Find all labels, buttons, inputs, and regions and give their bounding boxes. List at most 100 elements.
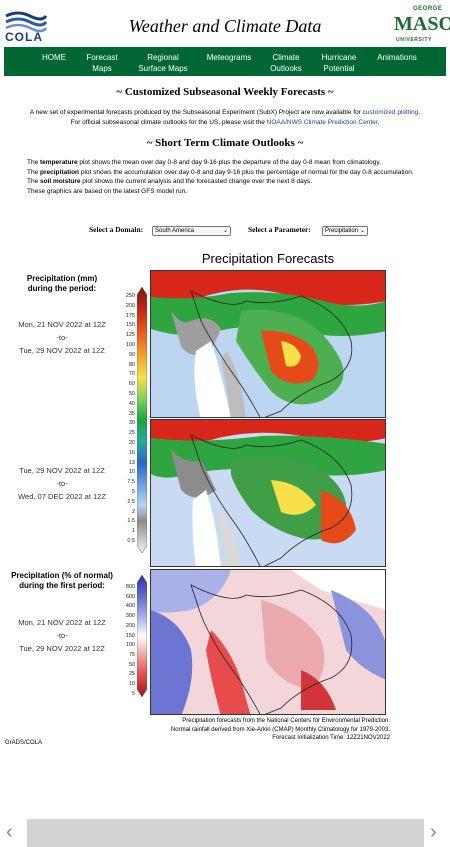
site-title: Weather and Climate Data — [128, 16, 322, 36]
desc-p1-post: plot shows the mean over day 0-8 and day… — [77, 159, 381, 166]
precip-pct-label-line2: during the first period: — [19, 581, 105, 590]
period-2-label: Tue, 29 NOV 2022 at 12Z -to- Wed, 07 DEC… — [0, 464, 124, 503]
period-2-to: -to- — [56, 479, 68, 488]
period-3-end: Tue, 29 NOV 2022 at 12Z — [19, 644, 105, 653]
period-3-label: Mon, 21 NOV 2022 at 12Z -to- Tue, 29 NOV… — [0, 616, 124, 655]
precip-mm-tick-label: 80 — [128, 361, 135, 368]
precip-mm-tick-label: 40 — [128, 400, 135, 407]
nav-forecast-maps[interactable]: Forecast Maps — [82, 52, 122, 74]
precip-mm-colorbar — [137, 287, 147, 553]
parameter-select-value: Precipitation — [325, 228, 359, 234]
nav-climate-line1: Climate — [272, 53, 300, 62]
desc-gfs: These graphics are based on the latest G… — [27, 187, 188, 195]
precip-pct-tick-label: 100 — [125, 642, 135, 649]
nav-hurricane-potential[interactable]: Hurricane Potential — [316, 52, 362, 74]
main-nav: HOME Forecast Maps Regional Surface Maps… — [4, 47, 446, 76]
precip-pct-tick-label: 25 — [128, 671, 135, 678]
period-3-to: -to- — [56, 631, 68, 640]
precip-pct-map — [150, 569, 386, 715]
gmu-logo-mason[interactable]: MASON — [394, 13, 450, 35]
nav-regional-surface-maps[interactable]: Regional Surface Maps — [132, 52, 194, 74]
period-1-end: Tue, 29 NOV 2022 at 12Z — [19, 346, 105, 355]
credit-line-1: Precipitation forecasts from the Nationa… — [182, 718, 390, 724]
precip-mm-tick-label: 90 — [128, 351, 135, 358]
nav-home[interactable]: HOME — [37, 52, 71, 63]
desc-p3-pre: The — [27, 178, 41, 185]
precip-pct-tick-label: 200 — [125, 622, 135, 629]
domain-label: Select a Domain: — [89, 225, 144, 234]
nav-meteograms-label: Meteograms — [206, 53, 252, 62]
precip-mm-tick-label: 5 — [131, 489, 135, 495]
precip-pct-tick-label: 800 — [125, 584, 135, 590]
chevron-down-icon: ⌄ — [222, 228, 228, 234]
precip-pct-label: Precipitation (% of normal) during the f… — [0, 571, 124, 591]
precip-mm-tick-label: 1 — [131, 528, 135, 535]
scrollbar-thumb[interactable] — [27, 819, 424, 847]
desc-p2-bold: precipitation — [40, 168, 80, 176]
precip-mm-tick-label: 20 — [128, 440, 135, 446]
nav-climate-outlooks[interactable]: Climate Outlooks — [266, 52, 306, 74]
subx-line2-text: For official subseasonal climate outlook… — [70, 119, 267, 126]
precip-map-period-1 — [150, 270, 386, 418]
grads-credit: GrADS/COLA — [5, 740, 43, 746]
precip-mm-tick-label: 100 — [125, 342, 135, 348]
short-term-title: ~ Short Term Climate Outlooks ~ — [146, 137, 304, 149]
nav-regional-line2: Surface Maps — [138, 64, 188, 73]
desc-soil-moisture: The soil moisture plot shows the current… — [27, 177, 447, 187]
nav-hurricane-line2: Potential — [323, 64, 355, 73]
scroll-left-icon[interactable]: ‹ — [6, 821, 13, 843]
site-header: COLA Weather and Climate Data GEORGE MAS… — [0, 0, 450, 46]
customized-plotting-link[interactable]: customized plotting — [362, 109, 419, 116]
parameter-select[interactable]: Precipitation ⌄ — [322, 226, 368, 236]
domain-select[interactable]: South America ⌄ — [152, 226, 231, 236]
precip-pct-tick-label: 5 — [131, 690, 135, 697]
precip-pct-tick-label: 10 — [128, 681, 135, 687]
precip-mm-tick-label: 2.5 — [127, 498, 135, 505]
cola-logo-text: COLA — [5, 30, 43, 44]
nav-meteograms[interactable]: Meteograms — [202, 52, 256, 63]
precip-mm-tick-label: 16 — [128, 449, 135, 456]
precip-pct-tick-label: 600 — [125, 593, 135, 600]
precip-pct-tick-label: 300 — [125, 613, 135, 620]
desc-p2-post: plot shows the accumulation over day 0-8… — [79, 168, 414, 176]
precip-mm-tick-label: 1.5 — [127, 518, 135, 525]
period-2-start: Tue, 29 NOV 2022 at 12Z — [19, 466, 105, 475]
precip-mm-tick-label: 13 — [128, 459, 135, 466]
chevron-down-icon: ⌄ — [359, 228, 365, 234]
scroll-right-icon[interactable]: › — [430, 821, 437, 843]
subx-line1-text: A new set of experimental forecasts prod… — [29, 109, 363, 116]
precip-mm-tick-label: 35 — [128, 410, 135, 417]
desc-p1-bold: temperature — [40, 159, 78, 166]
noaa-cpc-link[interactable]: NOAA/NWS Climate Prediction Center — [266, 119, 378, 126]
figure-title: Precipitation Forecasts — [201, 251, 335, 266]
period-3-start: Mon, 21 NOV 2022 at 12Z — [18, 618, 106, 627]
precip-pct-tick-label: 400 — [125, 603, 135, 610]
precip-mm-tick-label: 7.5 — [127, 479, 135, 486]
cola-logo-waves-icon[interactable] — [4, 8, 48, 46]
desc-p1-pre: The — [27, 159, 41, 166]
nav-regional-line1: Regional — [147, 53, 179, 62]
subx-line2-end: . — [377, 119, 380, 126]
period-1-to: -to- — [56, 333, 68, 342]
figure-credits: Precipitation forecasts from the Nationa… — [120, 717, 390, 743]
nav-forecast-maps-line1: Forecast — [86, 53, 118, 62]
nav-animations-label: Animations — [377, 53, 417, 62]
precip-mm-label-line1: Precipitation (mm) — [26, 274, 98, 283]
parameter-label: Select a Parameter: — [248, 225, 311, 234]
precip-mm-tick-label: 125 — [125, 332, 135, 339]
desc-p3-bold: soil moisture — [40, 178, 81, 185]
precip-pct-tick-label: 150 — [125, 632, 135, 639]
gmu-logo-george: GEORGE — [413, 6, 443, 12]
precip-mm-tick-label: 150 — [125, 322, 135, 329]
nav-animations[interactable]: Animations — [372, 52, 422, 63]
domain-select-value: South America — [155, 228, 195, 234]
period-1-label: Mon, 21 NOV 2022 at 12Z -to- Tue, 29 NOV… — [0, 318, 124, 357]
desc-p3-post: plot shows the current analysis and the … — [80, 178, 313, 185]
credit-line-2: Normal rainfall derived from Xie-Arkin (… — [170, 726, 390, 733]
precip-map-period-2 — [150, 419, 386, 567]
horizontal-scrollbar[interactable]: ‹ › — [0, 819, 450, 847]
nav-hurricane-line1: Hurricane — [321, 53, 357, 62]
gmu-logo-university: UNIVERSITY — [396, 37, 433, 43]
precip-mm-tick-label: 250 — [125, 293, 135, 299]
nav-forecast-maps-line2: Maps — [92, 64, 112, 73]
